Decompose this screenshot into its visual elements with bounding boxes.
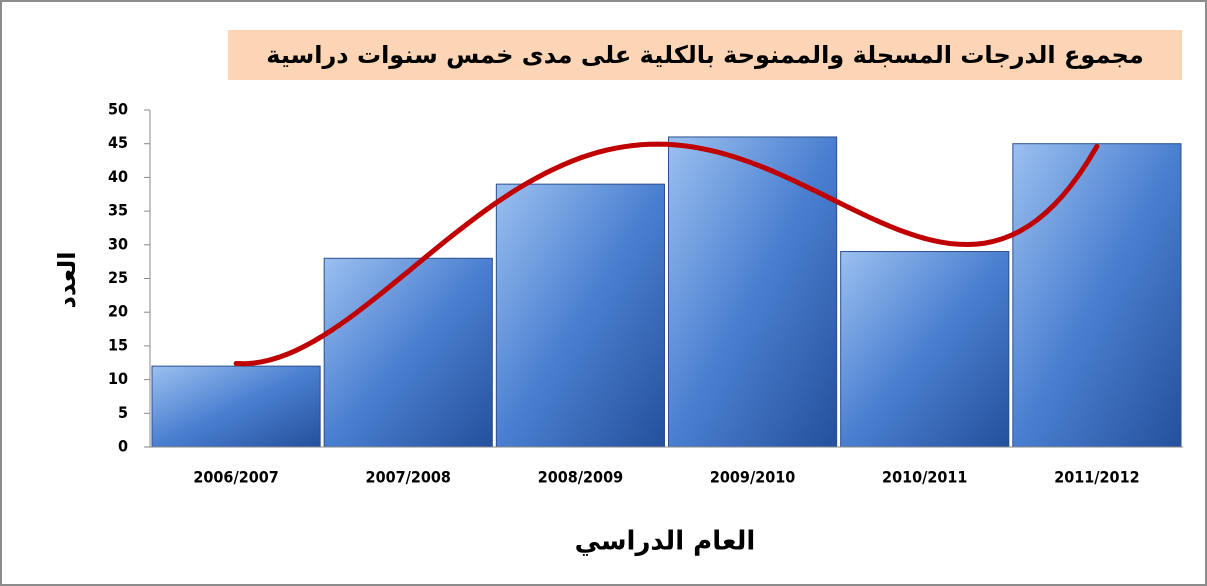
bar (668, 136, 838, 448)
bar (495, 183, 666, 448)
y-axis-title: العدد (53, 252, 81, 309)
bar (323, 257, 493, 448)
y-tick-label: 5 (118, 403, 128, 422)
x-tick-label: 2010/2011 (882, 468, 967, 487)
x-tick-label: 2008/2009 (538, 468, 623, 487)
x-tick-label: 2006/2007 (193, 468, 278, 487)
x-tick-label: 2011/2012 (1054, 468, 1139, 487)
x-tick-label: 2007/2008 (366, 468, 451, 487)
title-box (228, 30, 1182, 80)
y-tick-label: 50 (108, 100, 128, 119)
y-tick-label: 30 (108, 234, 128, 253)
bar (840, 251, 1010, 448)
y-tick-label: 0 (118, 437, 128, 456)
y-tick-label: 45 (108, 133, 128, 152)
y-tick-label: 40 (108, 167, 128, 186)
x-axis-title: العام الدراسي (575, 527, 756, 557)
bar (151, 365, 321, 448)
y-tick-label: 35 (108, 201, 128, 220)
y-tick-label: 10 (108, 369, 128, 388)
chart-title: مجموع الدرجات المسجلة والممنوحة بالكلية … (266, 41, 1143, 69)
y-tick-label: 25 (108, 268, 128, 287)
y-tick-label: 15 (108, 335, 128, 354)
bar (1012, 143, 1182, 448)
x-tick-label: 2009/2010 (710, 468, 795, 487)
y-tick-label: 20 (108, 302, 128, 321)
trendline (233, 141, 1100, 367)
